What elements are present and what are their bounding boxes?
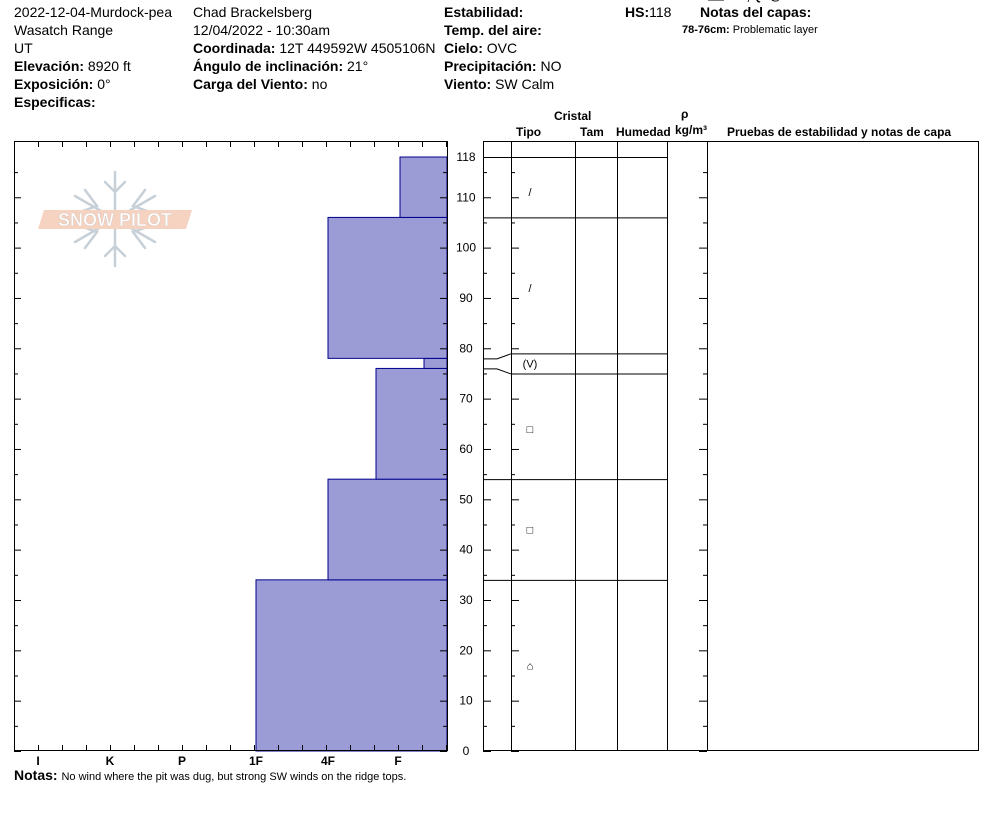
hardness-tick-label-1: K [106,754,115,768]
wind-value: SW Calm [495,76,555,92]
sky-label: Cielo: [444,40,483,56]
hardness-layer-2 [375,367,448,480]
depth-tick-label-3: 30 [459,593,473,607]
sky-value: OVC [486,40,518,56]
wind-label: Viento: [444,76,492,92]
density-unit-header: kg/m³ [675,123,708,137]
sky: Cielo: OVC [444,40,517,56]
stability-test-label-0: CT7, Q1 @77cm [726,0,810,3]
precip-label: Precipitación: [444,58,537,74]
notes-text: No wind where the pit was dug, but stron… [61,771,407,783]
coord-value: 12T 449592W 4505106N [279,40,436,56]
snowpilot-logo: SNOW PILOT [38,170,192,268]
stability-test-label-1: ECTP11 @77cm [726,0,809,3]
hs-label: HS: [625,4,650,20]
state: UT [14,40,33,56]
depth-tick-label-9: 90 [459,291,473,305]
layer-boundaries [483,157,667,581]
elevation-value: 8920 ft [87,58,131,74]
table-depth-ticks [483,172,707,752]
aspect: Exposición: 0° [14,76,111,92]
elevation: Elevación: 8920 ft [14,58,131,74]
coordinate: Coordinada: 12T 449592W 4505106N [193,40,445,56]
snow-height: HS:118 [625,4,671,20]
aspect-label: Exposición: [14,76,94,92]
crystal-symbols: / / (V) □ □ ⌂ [523,187,538,672]
notes: Notas: No wind where the pit was dug, bu… [14,767,406,784]
elevation-label: Elevación: [14,58,85,74]
depth-tick-label-7: 70 [459,392,473,406]
crystal-symbol-0: / [528,187,532,199]
slope-angle: Ángulo de inclinación: 21° [193,58,368,74]
slope-value: 21° [347,58,369,74]
hardness-plot-frame [14,141,448,751]
wind-load: Carga del Viento: no [193,76,327,92]
hardness-tick-label-2: P [178,754,186,768]
observer: Chad Brackelsberg [193,4,313,20]
wind-load-label: Carga del Viento: [193,76,308,92]
crystal-symbol-4: □ [527,525,534,537]
notes-label: Notas: [14,767,58,783]
snowflake-icon [73,170,157,268]
size-header: Tam [580,125,604,139]
crystal-symbol-3: □ [527,424,534,436]
hardness-axis: I K P 1F 4F F [14,141,447,768]
crystal-symbol-5: ⌂ [527,660,534,672]
slope-label: Ángulo de inclinación: [193,58,344,74]
depth-tick-label-2: 20 [459,643,473,657]
depth-tick-label-1: 10 [459,694,473,708]
stability-label: Estabilidad: [444,4,524,20]
hardness-layer-3 [423,357,448,369]
layer-boundary-connector-2 [483,368,512,375]
depth-tick-label-0: 0 [463,744,470,758]
crystal-table-frame [483,141,979,751]
depth-tick-label-5: 50 [459,492,473,506]
stability-tests: CT7, Q1 @77cmECTP11 @77cm [708,0,810,3]
aspect-value: 0° [97,76,111,92]
crystal-header: Cristal [554,109,592,123]
crystal-symbol-1: / [528,283,532,295]
wind-load-value: no [311,76,328,92]
rho-header: ρ [681,107,689,121]
precipitation: Precipitación: NO [444,58,561,74]
range: Wasatch Range [14,22,114,38]
depth-tick-label-10: 100 [456,241,476,255]
logo-banner [38,210,192,229]
logo-text: SNOW PILOT [58,210,172,230]
depth-tick-label-6: 60 [459,442,473,456]
layer-note-depth: 78-76cm: [682,24,730,36]
depth-tick-label-12: 118 [456,150,475,164]
layer-note: 78-76cm: Problematic layer [682,24,818,37]
layer-note-text: Problematic layer [732,24,818,36]
type-header: Tipo [516,125,542,139]
stability-tests-header: Pruebas de estabilidad y notas de capa [727,125,952,139]
hardness-tick-label-3: 1F [249,754,263,768]
hardness-layer-5 [399,156,448,218]
layer-notes-label: Notas del capas: [700,4,812,20]
depth-tick-label-4: 40 [459,543,473,557]
depth-tick-label-11: 110 [456,190,475,204]
hardness-tick-label-5: F [394,754,401,768]
crystal-table-columns [511,141,708,751]
datetime: 12/04/2022 - 10:30am [193,22,330,38]
hs-value: 118 [649,4,672,20]
hardness-layer-0 [255,579,448,752]
wind: Viento: SW Calm [444,76,554,92]
coord-label: Coordinada: [193,40,276,56]
depth-tick-label-8: 80 [459,341,473,355]
depth-axis: 0 10 20 30 40 50 60 70 80 90 100 110 118 [14,150,476,758]
precip-value: NO [540,58,562,74]
specifics-label: Especificas: [14,94,96,110]
hardness-layer-1 [327,478,448,581]
moisture-header: Humedad [616,125,671,139]
hardness-tick-label-4: 4F [321,754,335,768]
hardness-tick-label-0: I [36,754,39,768]
air-temp-label: Temp. del aire: [444,22,542,38]
layer-boundary-connector-3 [483,353,512,360]
crystal-symbol-2: (V) [523,358,538,370]
hardness-layer-4 [327,216,448,359]
hardness-layers [255,156,448,752]
pit-name: 2022-12-04-Murdock-pea [14,4,172,20]
